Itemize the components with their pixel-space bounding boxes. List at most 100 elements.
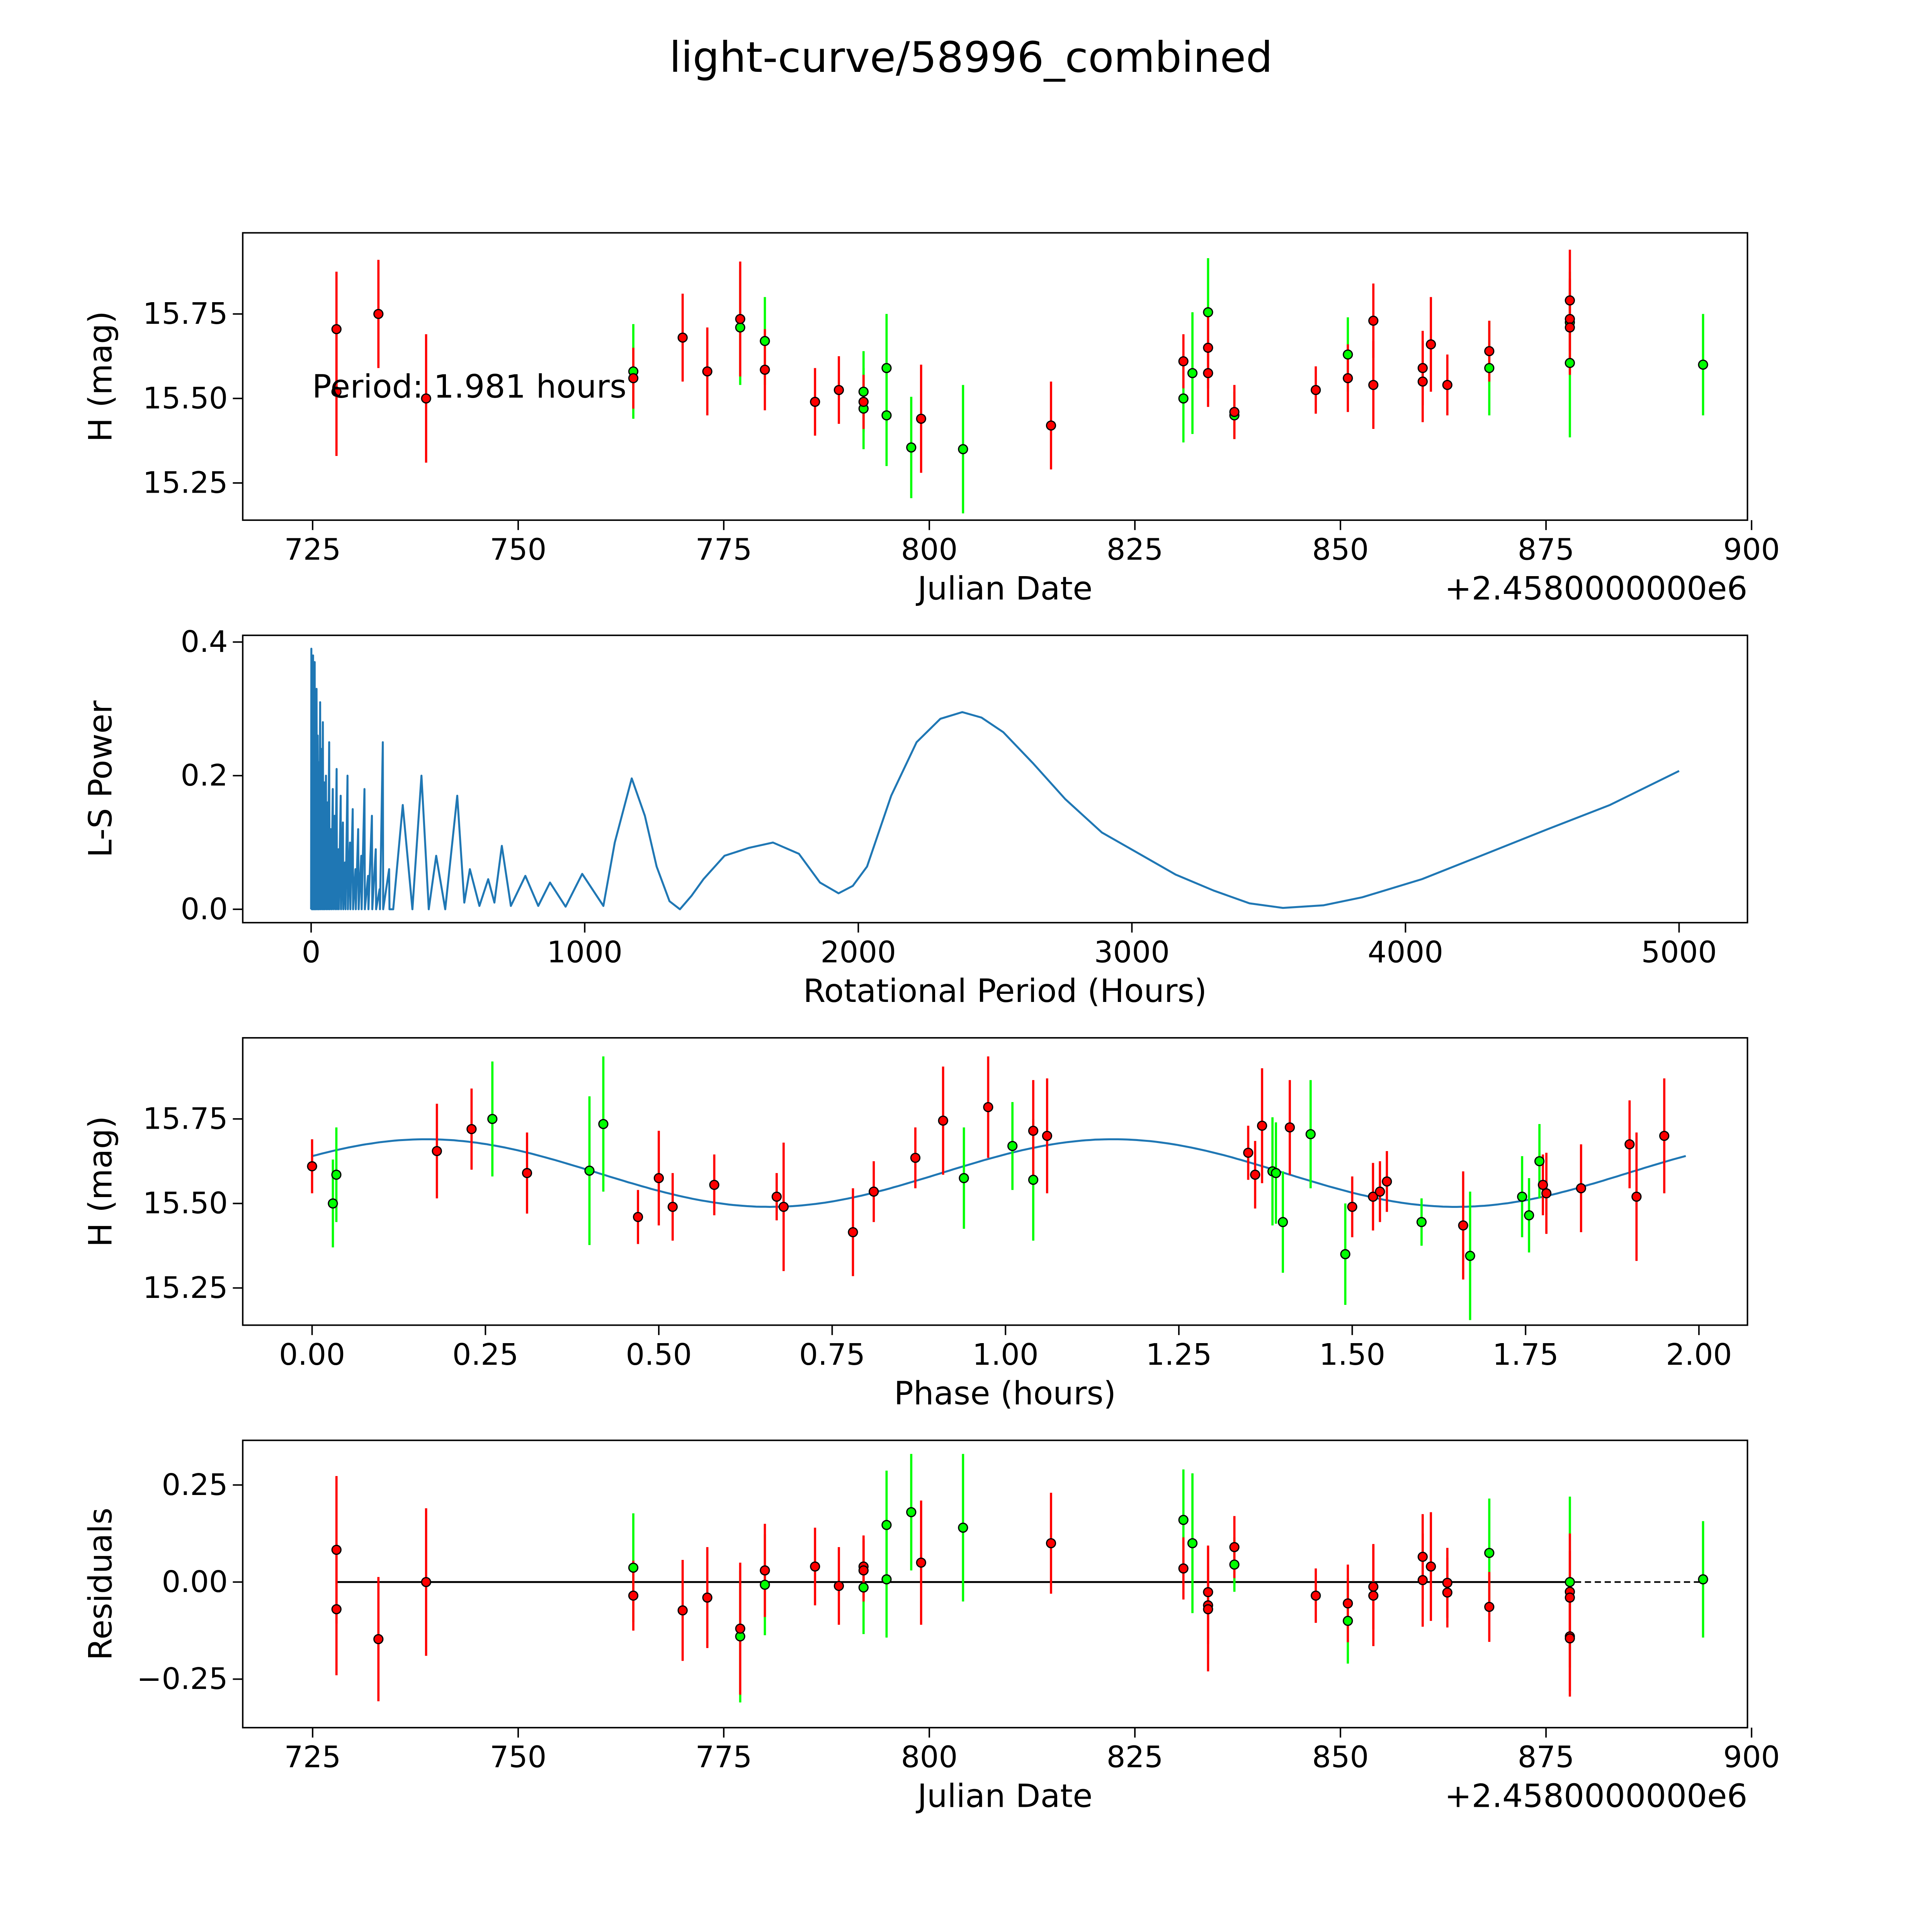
data-point-red bbox=[1042, 1131, 1053, 1141]
x-tick-label: 750 bbox=[490, 533, 547, 567]
data-point-green bbox=[1416, 1217, 1427, 1227]
y-tick-label: 15.50 bbox=[143, 1186, 228, 1221]
data-point-green bbox=[584, 1165, 595, 1176]
data-point-green bbox=[906, 442, 917, 453]
data-point-green bbox=[906, 1507, 917, 1517]
axes-frame bbox=[242, 1037, 1748, 1326]
y-tick-label: 15.75 bbox=[143, 297, 228, 331]
data-point-red bbox=[667, 1202, 678, 1212]
data-point-red bbox=[938, 1116, 948, 1126]
data-point-red bbox=[677, 1605, 688, 1616]
data-point-green bbox=[958, 444, 968, 454]
model-curve bbox=[312, 1138, 1686, 1208]
data-point-green bbox=[1698, 1574, 1708, 1585]
x-axis-label: Phase (hours) bbox=[894, 1375, 1116, 1412]
data-point-red bbox=[1382, 1176, 1392, 1187]
data-point-green bbox=[1270, 1168, 1281, 1178]
axes-frame bbox=[242, 1439, 1748, 1729]
data-point-green bbox=[1465, 1251, 1475, 1261]
y-tick-label: 15.25 bbox=[143, 1271, 228, 1305]
data-point-green bbox=[1187, 368, 1198, 378]
x-tick-label: 775 bbox=[696, 1740, 752, 1775]
y-axis-label: H (mag) bbox=[82, 311, 119, 442]
x-offset-text: +2.4580000000e6 bbox=[1445, 570, 1748, 607]
data-point-green bbox=[598, 1119, 609, 1129]
x-tick-label: 725 bbox=[284, 533, 341, 567]
data-point-red bbox=[833, 1581, 844, 1591]
x-tick-label: 825 bbox=[1107, 533, 1163, 567]
y-tick-label: 0.4 bbox=[180, 625, 228, 659]
data-point-red bbox=[421, 1577, 431, 1587]
x-tick-label: 900 bbox=[1723, 533, 1780, 567]
data-point-green bbox=[1343, 1616, 1353, 1626]
x-tick-label: 0.25 bbox=[452, 1338, 519, 1372]
data-point-red bbox=[1565, 314, 1575, 324]
data-point-red bbox=[331, 324, 342, 335]
data-point-red bbox=[1311, 1590, 1321, 1601]
data-point-red bbox=[778, 1202, 789, 1212]
data-point-red bbox=[771, 1191, 782, 1202]
x-tick-label: 0 bbox=[302, 935, 321, 969]
data-point-red bbox=[1541, 1188, 1552, 1199]
data-point-red bbox=[858, 1565, 869, 1576]
data-point-red bbox=[1229, 1542, 1240, 1553]
data-point-green bbox=[1178, 393, 1189, 404]
lightcurve-panel: 725 750 775 800 825 850 875 900 15.25 15.50 15.75 J… bbox=[82, 232, 1780, 607]
data-point-green bbox=[1517, 1191, 1527, 1202]
data-point-red bbox=[916, 1557, 926, 1568]
y-tick-label: −0.25 bbox=[137, 1662, 228, 1696]
data-point-red bbox=[1368, 1582, 1379, 1592]
data-point-red bbox=[848, 1227, 858, 1238]
data-point-green bbox=[487, 1114, 498, 1124]
data-point-red bbox=[1442, 380, 1452, 390]
x-tick-label: 900 bbox=[1723, 1740, 1780, 1775]
x-tick-label: 0.50 bbox=[626, 1338, 692, 1372]
data-point-red bbox=[1368, 1590, 1379, 1601]
data-point-red bbox=[373, 1634, 384, 1645]
y-tick-label: 15.25 bbox=[143, 466, 228, 500]
y-tick-label: 15.50 bbox=[143, 381, 228, 416]
data-point-red bbox=[702, 366, 713, 377]
data-point-red bbox=[1368, 315, 1379, 326]
data-point-green bbox=[1305, 1129, 1316, 1139]
plot-area bbox=[331, 250, 1708, 514]
data-point-red bbox=[628, 373, 639, 383]
data-point-red bbox=[677, 332, 688, 343]
data-point-red bbox=[1484, 346, 1495, 356]
data-point-red bbox=[709, 1180, 719, 1190]
data-point-red bbox=[1576, 1183, 1586, 1194]
data-point-red bbox=[760, 1565, 770, 1576]
y-tick-label: 0.25 bbox=[162, 1468, 228, 1502]
x-tick-label: 875 bbox=[1518, 533, 1575, 567]
data-point-red bbox=[910, 1153, 921, 1163]
figure-title: light-curve/58996_combined bbox=[669, 33, 1272, 82]
data-point-green bbox=[881, 1574, 892, 1585]
data-point-red bbox=[1250, 1170, 1260, 1180]
data-point-red bbox=[1257, 1121, 1267, 1131]
data-point-green bbox=[1028, 1175, 1039, 1185]
data-point-red bbox=[833, 385, 844, 395]
data-point-red bbox=[760, 364, 770, 375]
data-point-red bbox=[702, 1592, 713, 1603]
x-axis-label: Julian Date bbox=[915, 570, 1092, 607]
data-point-red bbox=[1284, 1122, 1295, 1133]
data-point-red bbox=[1311, 385, 1321, 395]
data-point-green bbox=[1203, 307, 1213, 318]
data-point-red bbox=[633, 1212, 643, 1222]
data-point-red bbox=[1203, 342, 1213, 353]
data-point-red bbox=[1458, 1220, 1468, 1231]
x-axis-label: Rotational Period (Hours) bbox=[803, 972, 1207, 1010]
x-tick-label: 875 bbox=[1518, 1740, 1575, 1775]
data-point-green bbox=[760, 1580, 770, 1590]
data-point-green bbox=[959, 1173, 969, 1184]
x-tick-label: 4000 bbox=[1368, 935, 1444, 969]
data-point-red bbox=[653, 1173, 664, 1184]
x-tick-label: 775 bbox=[696, 533, 752, 567]
axes-frame bbox=[242, 232, 1748, 521]
x-tick-label: 825 bbox=[1107, 1740, 1163, 1775]
period-annotation: Period: 1.981 hours bbox=[312, 368, 627, 405]
x-tick-label: 0.00 bbox=[279, 1338, 345, 1372]
y-axis-label: Residuals bbox=[82, 1508, 119, 1660]
